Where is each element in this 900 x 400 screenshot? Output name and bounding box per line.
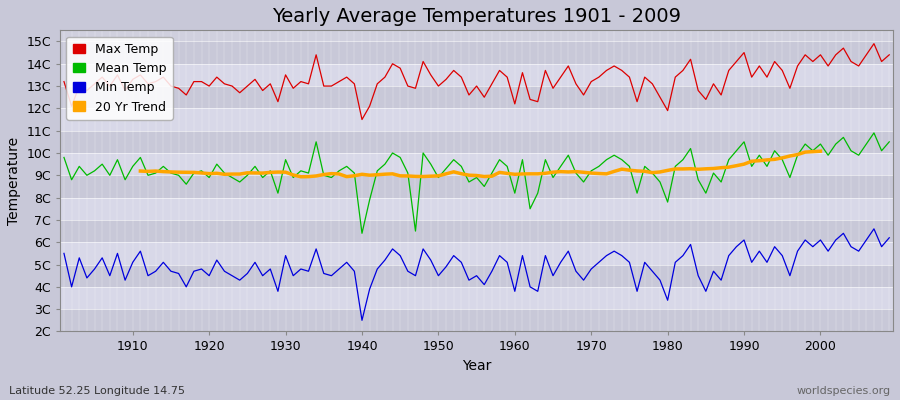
Bar (60, 198, 893, 220)
Bar (60, 108, 893, 131)
Bar (60, 86, 893, 108)
Bar (60, 153, 893, 175)
Bar (60, 175, 893, 198)
Y-axis label: Temperature: Temperature (7, 137, 21, 225)
Title: Yearly Average Temperatures 1901 - 2009: Yearly Average Temperatures 1901 - 2009 (272, 7, 681, 26)
Bar (60, 131, 893, 153)
Bar (60, 42, 893, 64)
Bar (60, 264, 893, 287)
Bar (60, 242, 893, 264)
Text: Latitude 52.25 Longitude 14.75: Latitude 52.25 Longitude 14.75 (9, 386, 185, 396)
X-axis label: Year: Year (462, 359, 491, 373)
Bar (60, 64, 893, 86)
Bar (60, 220, 893, 242)
Bar (60, 287, 893, 309)
Legend: Max Temp, Mean Temp, Min Temp, 20 Yr Trend: Max Temp, Mean Temp, Min Temp, 20 Yr Tre… (67, 36, 173, 120)
Bar (60, 309, 893, 332)
Text: worldspecies.org: worldspecies.org (796, 386, 891, 396)
